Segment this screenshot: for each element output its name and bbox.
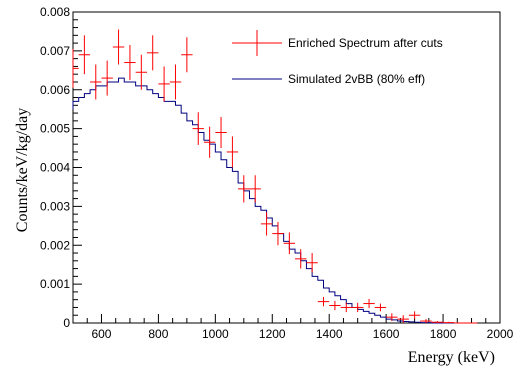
data-point xyxy=(181,37,193,73)
y-tick-label: 0.007 xyxy=(40,44,70,58)
data-point xyxy=(351,302,364,313)
data-point xyxy=(374,303,387,312)
data-point xyxy=(169,64,182,100)
data-point xyxy=(306,253,318,273)
plot-frame xyxy=(72,11,501,324)
x-tick-label: 1000 xyxy=(202,327,229,341)
data-point xyxy=(124,45,136,81)
data-point xyxy=(317,296,330,307)
legend: Enriched Spectrum after cuts Simulated 2… xyxy=(232,30,443,86)
x-tick-label: 1600 xyxy=(373,327,400,341)
data-point xyxy=(443,321,455,324)
data-point xyxy=(78,35,91,75)
data-point xyxy=(72,48,79,88)
x-tick-label: 600 xyxy=(91,327,111,341)
simulated-histogram-line xyxy=(72,77,472,324)
data-point xyxy=(363,298,375,309)
data-point xyxy=(408,311,421,320)
data-point xyxy=(203,126,216,158)
y-tick-label: 0.008 xyxy=(40,5,70,19)
y-tick-label: 0 xyxy=(63,316,70,330)
data-point xyxy=(112,29,125,65)
data-point xyxy=(158,66,170,102)
data-point xyxy=(340,302,352,313)
data-point xyxy=(249,175,261,203)
data-point xyxy=(226,136,239,168)
data-point xyxy=(135,54,148,90)
data-point xyxy=(90,64,102,100)
y-tick-label: 0.005 xyxy=(40,122,70,136)
data-point xyxy=(238,175,250,203)
data-point xyxy=(295,249,307,269)
legend-label-data: Enriched Spectrum after cuts xyxy=(288,36,443,50)
data-point xyxy=(101,60,113,96)
data-point xyxy=(192,112,204,145)
data-point xyxy=(260,212,273,236)
y-tick-label: 0.006 xyxy=(40,83,70,97)
data-point xyxy=(397,315,409,323)
data-point xyxy=(147,35,159,71)
data-point xyxy=(420,319,432,323)
y-tick-label: 0.002 xyxy=(40,238,70,252)
x-tick-label: 1200 xyxy=(259,327,286,341)
data-point xyxy=(329,300,341,311)
x-tick-label: 1800 xyxy=(430,327,457,341)
data-point xyxy=(272,221,284,246)
data-point xyxy=(431,321,444,323)
x-tick-label: 2000 xyxy=(487,327,514,341)
y-axis-title: Counts/keV/kg/day xyxy=(14,108,31,232)
data-point xyxy=(215,116,227,149)
y-tick-label: 0.003 xyxy=(40,199,70,213)
x-tick-label: 800 xyxy=(148,327,168,341)
y-tick-label: 0.001 xyxy=(40,277,70,291)
y-tick-label: 0.004 xyxy=(40,161,70,175)
data-point xyxy=(386,313,398,322)
data-point xyxy=(283,232,296,255)
x-axis-title: Energy (keV) xyxy=(408,349,495,366)
x-tick-label: 1400 xyxy=(316,327,343,341)
legend-label-simulation: Simulated 2vBB (80% eff) xyxy=(288,72,425,86)
